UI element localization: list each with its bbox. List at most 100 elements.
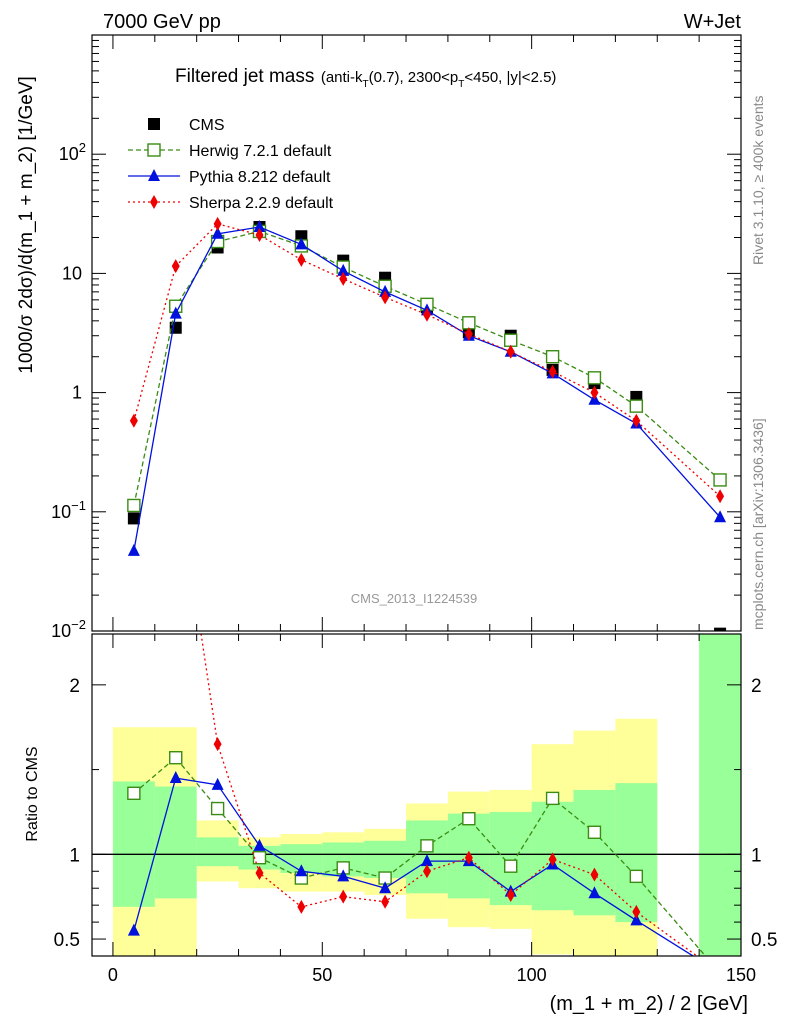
pythia-point	[714, 510, 727, 523]
sherpa-line	[133, 223, 721, 497]
analysis-id-label: CMS_2013_I1224539	[351, 591, 478, 606]
herwig-ratio-line	[133, 756, 707, 956]
pythia-line	[133, 226, 721, 552]
ratio-y-tick-label-right: 2	[751, 676, 762, 697]
herwig-ratio-point	[714, 967, 726, 979]
x-tick-label: 0	[108, 965, 118, 985]
sherpa-point	[129, 413, 138, 428]
sherpa-point	[297, 252, 306, 267]
sherpa-ratio-point	[590, 867, 599, 882]
legend-label-sherpa: Sherpa 2.2.9 default	[189, 195, 334, 212]
sherpa-ratio-point	[716, 966, 724, 980]
herwig-point	[127, 498, 141, 513]
ratio-y-tick-label-right: 1	[751, 845, 762, 866]
sherpa-point	[548, 364, 557, 379]
top-y-axis-label: 1000/σ 2dσ)/d(m_1 + m_2) [1/GeV]	[16, 76, 37, 374]
sherpa-ratio-point	[255, 865, 264, 880]
sherpa-point	[171, 259, 180, 274]
x-tick-label: 50	[312, 965, 332, 985]
pythia-point	[127, 543, 140, 556]
sherpa-ratio-point	[213, 737, 222, 752]
sherpa-point	[716, 489, 725, 504]
herwig-line	[133, 230, 721, 506]
bottom-panel-marks	[127, 458, 726, 980]
herwig-ratio-point	[169, 751, 183, 765]
herwig-point	[545, 350, 560, 364]
x-tick-label: 150	[726, 965, 756, 985]
band-green	[154, 786, 197, 899]
herwig-ratio-point	[462, 812, 476, 826]
sherpa-point	[506, 344, 515, 359]
band-green	[699, 634, 741, 956]
pythia-ratio-point	[630, 913, 643, 926]
pythia-ratio-point	[169, 771, 182, 784]
sherpa-point	[339, 271, 348, 286]
sherpa-ratio-point	[422, 864, 431, 879]
plot-title: Filtered jet mass (anti-kT(0.7), 2300<pT…	[175, 66, 556, 90]
ratio-y-tick-label: 2	[69, 676, 80, 697]
bottom-panel-frame	[91, 633, 742, 957]
pythia-ratio-line	[133, 777, 695, 956]
y-tick-label: 1	[72, 383, 82, 403]
herwig-point	[713, 473, 727, 487]
band-green	[112, 781, 155, 907]
sherpa-ratio-point	[381, 894, 390, 909]
x-tick-label: 100	[517, 965, 547, 985]
legend-marker-pythia	[148, 169, 160, 181]
herwig-ratio-point	[629, 869, 644, 884]
y-tick-label: 10−2	[51, 617, 86, 641]
header-energy: 7000 GeV pp	[103, 11, 221, 33]
pythia-point	[295, 237, 308, 250]
pythia-point	[211, 226, 224, 239]
pythia-ratio-point	[379, 881, 392, 894]
legend-marker-sherpa	[150, 195, 158, 209]
ratio-y-tick-label-right: 0.5	[751, 930, 777, 951]
herwig-ratio-point	[420, 839, 434, 853]
sherpa-ratio-point	[548, 852, 557, 867]
band-green	[615, 783, 658, 923]
sherpa-ratio-point	[632, 904, 641, 919]
top-panel-marks	[127, 216, 727, 631]
pythia-ratio-point	[420, 854, 433, 867]
sherpa-ratio-point	[506, 887, 515, 902]
pythia-point	[337, 263, 350, 276]
pythia-ratio-point	[337, 869, 350, 882]
pythia-point	[253, 220, 266, 233]
pythia-ratio-point	[588, 886, 601, 899]
pythia-ratio-point	[127, 923, 140, 936]
herwig-ratio-point	[210, 801, 225, 816]
sherpa-point	[464, 327, 473, 342]
bottom-y-axis-label: Ratio to CMS	[24, 746, 41, 841]
sherpa-ratio-point	[339, 889, 348, 904]
x-axis-label: (m_1 + m_2) / 2 [GeV]	[550, 993, 748, 1015]
herwig-point	[629, 399, 644, 413]
pythia-ratio-point	[714, 966, 726, 978]
herwig-ratio-point	[504, 859, 518, 873]
herwig-point	[462, 316, 476, 330]
herwig-point	[504, 333, 518, 347]
ratio-y-tick-label: 0.5	[54, 930, 80, 951]
y-tick-label: 102	[59, 140, 86, 164]
legend-marker-herwig	[147, 143, 161, 157]
sherpa-point	[381, 290, 390, 305]
herwig-ratio-point	[252, 851, 267, 865]
header-process: W+Jet	[684, 11, 742, 33]
legend-label-cms: CMS	[189, 117, 225, 134]
legend-label-herwig: Herwig 7.2.1 default	[189, 143, 332, 160]
sherpa-point	[632, 413, 641, 428]
rivet-version-label: Rivet 3.1.10, ≥ 400k events	[750, 95, 766, 265]
mcplots-label: mcplots.cern.ch [arXiv:1306.3436]	[750, 418, 766, 630]
y-tick-label: 10−1	[51, 498, 86, 522]
sherpa-ratio-line	[200, 634, 698, 956]
pythia-ratio-point	[295, 864, 308, 877]
legend: CMS Herwig 7.2.1 default Pythia 8.212 defa…	[128, 117, 334, 212]
sherpa-ratio-point	[172, 458, 180, 472]
herwig-point	[587, 371, 602, 385]
sherpa-point	[422, 307, 431, 322]
cms-point	[714, 627, 727, 631]
herwig-ratio-point	[587, 825, 602, 839]
sherpa-point	[255, 227, 264, 242]
sherpa-ratio-point	[297, 899, 306, 914]
sherpa-point	[590, 385, 599, 400]
